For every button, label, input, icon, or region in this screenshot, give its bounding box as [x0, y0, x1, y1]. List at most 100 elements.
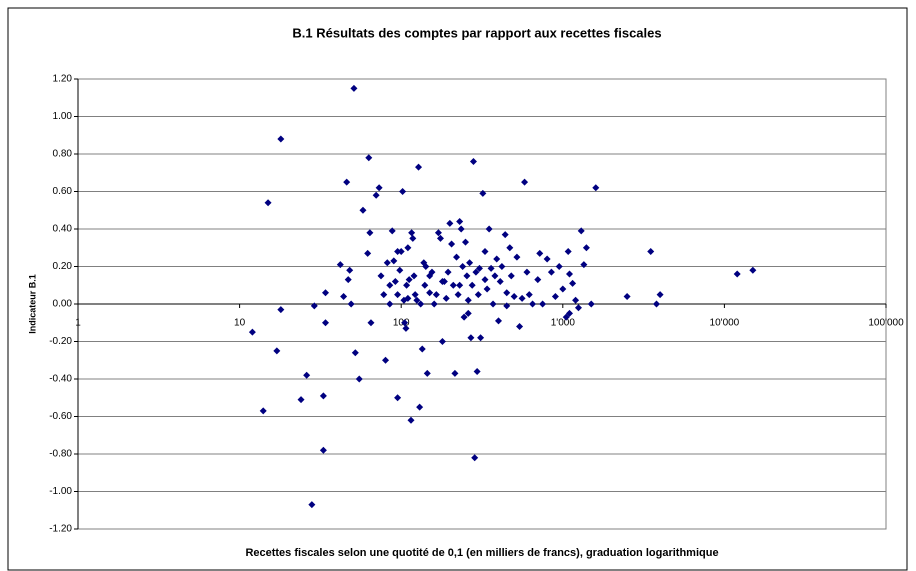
point — [364, 249, 372, 257]
point — [386, 300, 394, 308]
point — [347, 300, 355, 308]
point — [366, 229, 374, 237]
point — [438, 338, 446, 345]
point — [399, 188, 407, 195]
point — [413, 296, 421, 304]
point — [489, 300, 497, 308]
x-tick-label: 100 — [393, 318, 410, 329]
point — [457, 225, 465, 233]
point — [467, 334, 475, 342]
point — [319, 446, 327, 454]
point — [559, 285, 567, 293]
x-tick-label: 10'000 — [710, 318, 740, 329]
point — [273, 347, 281, 355]
point — [422, 263, 430, 270]
point — [297, 396, 305, 404]
point — [459, 263, 467, 270]
point — [382, 356, 390, 364]
y-tick-label: 0.40 — [53, 224, 73, 235]
point — [462, 238, 470, 246]
point — [394, 248, 402, 255]
point — [388, 227, 396, 235]
y-tick-label: 1.20 — [53, 74, 73, 85]
point — [405, 276, 413, 284]
point — [402, 324, 410, 332]
point — [539, 300, 547, 308]
point — [321, 289, 329, 297]
point — [477, 334, 485, 342]
point — [481, 276, 489, 284]
point — [430, 300, 438, 308]
point — [498, 263, 506, 270]
point — [418, 345, 426, 353]
point — [468, 281, 476, 289]
point — [501, 231, 509, 239]
point — [444, 268, 452, 276]
point — [277, 306, 285, 314]
point — [340, 293, 348, 300]
point — [496, 278, 504, 285]
point — [565, 309, 573, 317]
point — [426, 272, 434, 280]
point — [365, 154, 373, 162]
y-tick-label: -1.20 — [49, 524, 72, 535]
point — [394, 291, 402, 299]
point — [432, 291, 440, 299]
point — [529, 300, 537, 308]
x-tick-label: 1'000 — [551, 318, 576, 329]
point — [473, 368, 481, 375]
point — [569, 279, 577, 287]
point — [423, 369, 431, 377]
point — [355, 375, 363, 383]
y-tick-label: -1.00 — [49, 486, 72, 497]
point — [417, 300, 425, 308]
point — [506, 244, 514, 252]
point — [534, 276, 542, 284]
point — [456, 218, 464, 225]
point — [308, 501, 316, 509]
point — [404, 294, 412, 302]
point — [409, 234, 417, 242]
point — [565, 270, 573, 278]
point — [536, 249, 544, 257]
y-tick-label: 0.80 — [53, 149, 73, 160]
point — [411, 291, 419, 299]
point — [647, 248, 655, 255]
point — [454, 291, 462, 299]
point — [464, 296, 472, 304]
point — [516, 323, 524, 330]
point — [375, 184, 383, 192]
y-tick-label: -0.20 — [49, 336, 72, 347]
point — [408, 229, 416, 237]
point — [656, 291, 664, 299]
point — [582, 244, 590, 252]
point — [446, 219, 454, 227]
point — [421, 281, 429, 289]
point — [343, 178, 351, 186]
point — [471, 454, 479, 462]
point — [415, 163, 423, 171]
x-tick-label: 1 — [75, 318, 81, 329]
point — [451, 369, 459, 377]
point — [391, 278, 399, 285]
point — [587, 300, 595, 308]
point — [396, 266, 404, 274]
point — [494, 317, 502, 325]
point — [572, 296, 580, 304]
point — [380, 291, 388, 299]
point — [518, 294, 526, 302]
point — [525, 291, 533, 299]
point — [264, 199, 272, 207]
point — [479, 189, 487, 197]
point — [493, 255, 501, 263]
point — [485, 225, 493, 233]
point — [523, 268, 531, 276]
point — [319, 392, 327, 400]
point — [350, 84, 358, 92]
point — [555, 263, 563, 270]
point — [248, 328, 256, 336]
point — [491, 272, 499, 280]
point — [453, 253, 461, 261]
point — [574, 304, 582, 312]
